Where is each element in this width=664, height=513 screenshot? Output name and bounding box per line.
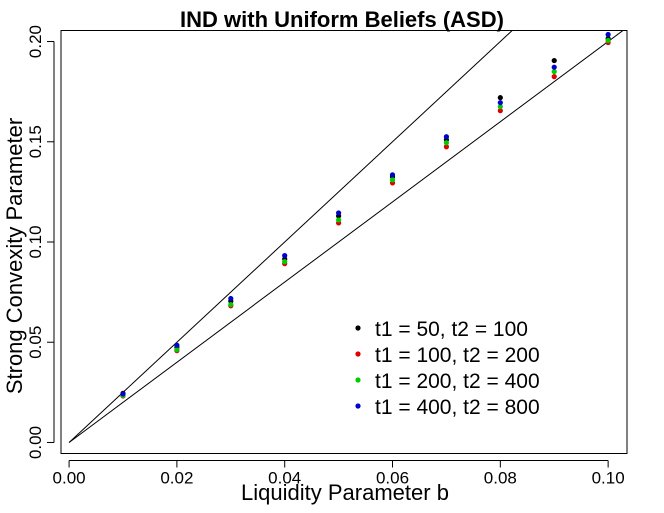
- data-point-series-3: [228, 301, 234, 308]
- data-point-series-2: [443, 144, 450, 150]
- data-point-series-3: [174, 347, 180, 353]
- legend-marker: [355, 403, 361, 409]
- legend-marker: [355, 377, 361, 383]
- y-axis: 0.00 0.05 0.10 0.15 0.20: [26, 25, 55, 459]
- data-point-series-3: [551, 68, 557, 75]
- x-axis-label: Liquidity Parameter b: [241, 480, 449, 505]
- y-tick-label: 0.10: [26, 225, 45, 258]
- legend-label: t1 = 100, t2 = 200: [375, 344, 540, 367]
- plot-frame: [60, 30, 628, 454]
- data-point-series-4: [282, 253, 288, 259]
- legend: t1 = 50, t2 = 100 t1 = 100, t2 = 200 t1 = …: [355, 318, 540, 419]
- data-point-series-4: [228, 295, 234, 302]
- x-axis: 0.00 0.02 0.04 0.06 0.08 0.10: [53, 460, 625, 488]
- reference-line-1: [68, 30, 513, 443]
- y-tick-label: 0.00: [26, 426, 45, 459]
- x-tick-label: 0.00: [53, 469, 86, 488]
- reference-line-2: [68, 30, 624, 443]
- data-point-series-4: [497, 100, 503, 106]
- x-tick-label: 0.06: [376, 469, 409, 488]
- data-point-series-3: [497, 104, 503, 110]
- data-point-series-3: [605, 37, 611, 44]
- legend-label: t1 = 200, t2 = 400: [375, 370, 540, 393]
- data-point-series-4: [120, 391, 126, 397]
- data-point-series-3: [282, 259, 288, 265]
- data-point-series-4: [443, 134, 450, 140]
- data-point-series-2: [551, 74, 557, 80]
- chart-title: IND with Uniform Beliefs (ASD): [180, 7, 504, 32]
- x-tick-label: 0.04: [268, 469, 301, 488]
- x-tick-label: 0.08: [484, 469, 517, 488]
- data-point-series-3: [389, 177, 396, 183]
- data-point-series-4: [389, 172, 396, 178]
- y-tick-label: 0.20: [26, 25, 45, 58]
- data-point-series-2: [497, 108, 503, 114]
- y-tick-label: 0.05: [26, 326, 45, 359]
- data-point-series-4: [174, 342, 180, 348]
- data-point-series-4: [605, 31, 611, 38]
- x-tick-label: 0.10: [592, 469, 625, 488]
- y-axis-label: Strong Convexity Parameter: [2, 118, 27, 394]
- data-point-series-4: [336, 210, 342, 216]
- legend-marker: [355, 325, 361, 331]
- data-point-series-1: [497, 95, 503, 101]
- x-tick-label: 0.02: [160, 469, 193, 488]
- y-tick-label: 0.15: [26, 125, 45, 158]
- data-point-series-4: [551, 64, 557, 70]
- data-point-series-1: [551, 57, 557, 64]
- data-point-series-3: [443, 140, 450, 146]
- data-points: [120, 31, 611, 399]
- legend-label: t1 = 50, t2 = 100: [375, 318, 528, 341]
- legend-label: t1 = 400, t2 = 800: [375, 396, 540, 419]
- data-point-series-3: [336, 217, 342, 223]
- legend-marker: [355, 351, 361, 357]
- reference-lines: [68, 30, 624, 443]
